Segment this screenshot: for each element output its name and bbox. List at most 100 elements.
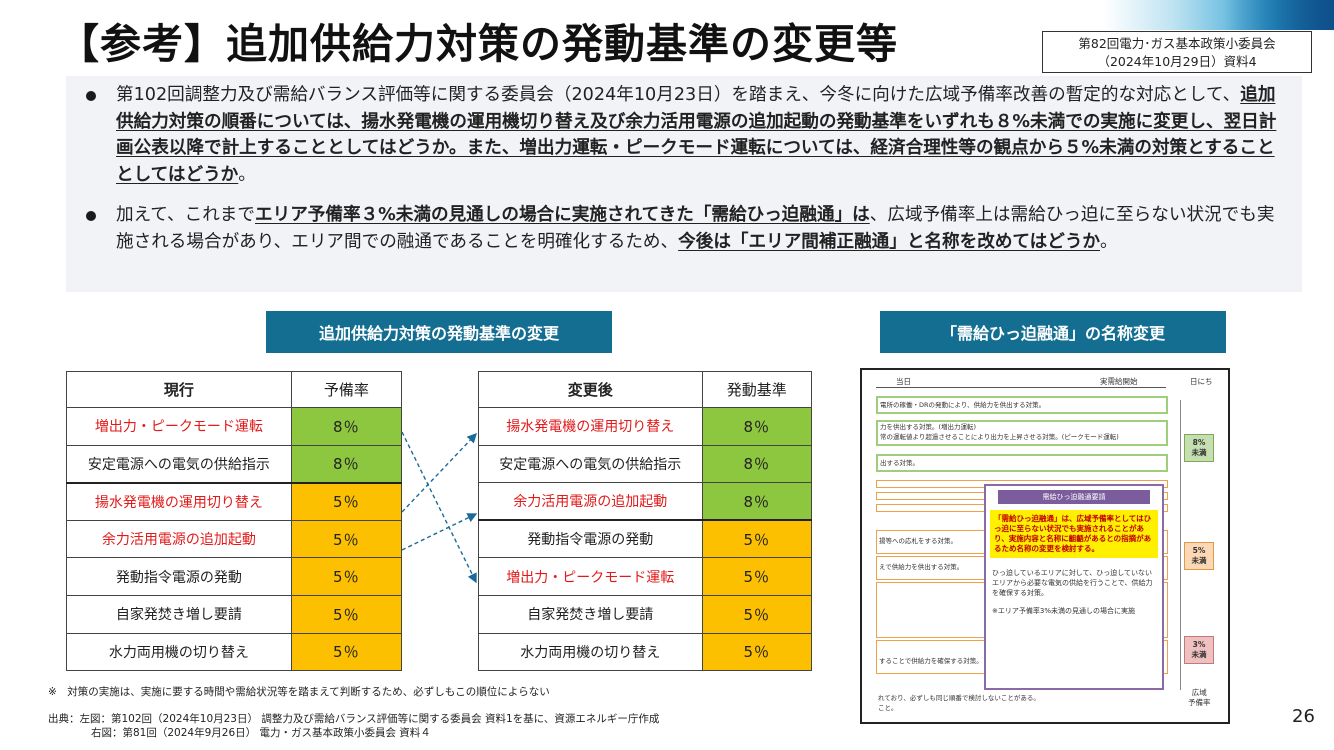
measure-value: 5％	[701, 632, 813, 672]
current-measures-table: 現行 予備率 増出力・ピークモード運転 8％ 安定電源への電気の供給指示 8％ …	[66, 371, 403, 672]
diagram-measure-box: 出する対策。	[876, 454, 1168, 472]
source-line2: 右図：第81回（2024年9月26日） 電力・ガス基本政策小委員会 資料４	[91, 727, 431, 739]
bullet2-pre: 加えて、これまで	[116, 205, 255, 225]
diagram-popup: 需給ひっ迫融通要請 「需給ひっ迫融通」は、広域予備率としてはひっ迫に至らない状況…	[984, 484, 1164, 690]
corner-decoration-dark	[1224, 0, 1334, 30]
measure-name: 水力両用機の切り替え	[478, 632, 703, 672]
meeting-reference-box: 第82回電力･ガス基本政策小委員会 （2024年10月29日）資料4	[1042, 31, 1312, 73]
measure-name: 揚水発電機の運用切り替え	[66, 481, 292, 521]
table-row: 揚水発電機の運用切り替え 8％	[478, 407, 813, 446]
diagram-measure-box: 力を供出する対策。(増出力運転) 常の運転値より超過させることにより出力を上昇さ…	[876, 420, 1168, 446]
diagram-measure-box: 電所の稼働・DRの発動により、供給力を供出する対策。	[876, 396, 1168, 414]
meeting-line1: 第82回電力･ガス基本政策小委員会	[1078, 36, 1276, 51]
table-row: 増出力・ピークモード運転 8％	[66, 407, 403, 446]
page-number: 26	[1292, 706, 1315, 727]
bullet1-bold: 追加供給力対策の順番については、揚水発電機の運用機切り替え及び余力活用電源の追加…	[116, 85, 1277, 185]
table-row: 水力両用機の切り替え 5％	[478, 632, 813, 672]
diagram-box-text: 力を供出する対策。(増出力運転)	[880, 423, 977, 431]
footnote: ※ 対策の実施は、実施に要する時間や需給状況等を踏まえて判断するため、必ずしもこ…	[48, 686, 550, 698]
diagram-timeline	[876, 387, 1166, 388]
tag-5pct: 5% 未満	[1184, 542, 1214, 570]
measure-value: 5％	[290, 594, 403, 634]
measure-value: 5％	[290, 481, 403, 521]
measure-name: 余力活用電源の追加起動	[66, 519, 292, 559]
popup-note: ※エリア予備率3%未満の見通しの場合に実施	[992, 607, 1135, 615]
measure-name: 増出力・ピークモード運転	[478, 557, 703, 596]
table-row: 余力活用電源の追加起動 8％	[478, 482, 813, 521]
bullet1-post: 。	[238, 164, 256, 185]
measure-name: 自家発焚き増し要請	[478, 594, 703, 634]
diagram-header-date: 日にち	[1190, 377, 1213, 386]
header-reserve-rate: 予備率	[290, 371, 403, 408]
arrow-pumped-up	[401, 432, 477, 513]
bullet2-bold1: エリア予備率３%未満の見通しの場合に実施されてきた「需給ひっ迫融通」は	[255, 205, 870, 225]
measure-name: 自家発焚き増し要請	[66, 594, 292, 634]
measure-name: 安定電源への電気の供給指示	[478, 444, 703, 484]
name-change-diagram: 当日 実需給開始 日にち 電所の稼働・DRの発動により、供給力を供出する対策。 …	[860, 368, 1230, 724]
section-label-name-change: 「需給ひっ迫融通」の名称変更	[880, 311, 1226, 353]
measure-name: 水力両用機の切り替え	[66, 632, 292, 672]
bullet-dot-icon	[86, 211, 96, 221]
table-row: 発動指令電源の発動 5％	[66, 557, 403, 596]
arrow-surplus-up	[401, 513, 478, 551]
bullet2-mid: 、広域予備率上は需給ひっ迫に至らない状況でも実施される場合があり、エリア間での融…	[116, 205, 1275, 252]
measure-value: 5％	[701, 557, 813, 596]
table-header-row: 現行 予備率	[66, 371, 403, 408]
table-row: 余力活用電源の追加起動 5％	[66, 519, 403, 559]
diagram-bottom-text2: こと。	[878, 704, 898, 712]
reorder-arrows	[401, 431, 478, 584]
measure-name: 揚水発電機の運用切り替え	[478, 407, 703, 446]
diagram-box-text: 常の運転値より超過させることにより出力を上昇させる対策。(ピークモード運転)	[880, 433, 1119, 441]
page-title: 【参考】追加供給力対策の発動基準の変更等	[58, 20, 898, 68]
measure-value: 5％	[290, 632, 403, 672]
measure-value: 8％	[290, 407, 403, 446]
table-row: 安定電源への電気の供給指示 8％	[66, 444, 403, 484]
table-row: 発動指令電源の発動 5％	[478, 519, 813, 559]
popup-highlight: 「需給ひっ迫融通」は、広域予備率としてはひっ迫に至らない状況でも実施されることが…	[990, 510, 1158, 558]
measure-name: 発動指令電源の発動	[66, 557, 292, 596]
measure-value: 5％	[290, 557, 403, 596]
measure-value: 5％	[290, 519, 403, 559]
table-row: 自家発焚き増し要請 5％	[66, 594, 403, 634]
popup-text: ひっ迫しているエリアに対して、ひっ迫していないエリアから必要な電気の供給を行うこ…	[992, 569, 1153, 597]
diagram-vertical-bracket	[1180, 400, 1181, 690]
bullet1-pre: 第102回調整力及び需給バランス評価等に関する委員会（2024年10月23日）を…	[116, 85, 1241, 105]
measure-name: 発動指令電源の発動	[478, 519, 703, 559]
arrow-peak-mode-down	[401, 431, 477, 584]
diagram-bottom-text: れており、必ずしも同じ順番で検討しないことがある。	[878, 694, 1040, 702]
measure-value: 8％	[701, 407, 813, 446]
summary-panel: 第102回調整力及び需給バランス評価等に関する委員会（2024年10月23日）を…	[66, 76, 1302, 292]
measure-value: 8％	[290, 444, 403, 484]
summary-bullet-2: 加えて、これまでエリア予備率３%未満の見通しの場合に実施されてきた「需給ひっ迫融…	[80, 202, 1288, 255]
diagram-header-today: 当日	[896, 377, 911, 386]
table-row: 自家発焚き増し要請 5％	[478, 594, 813, 634]
measure-name: 増出力・ピークモード運転	[66, 407, 292, 446]
measure-name: 余力活用電源の追加起動	[478, 482, 703, 521]
header-current: 現行	[66, 371, 292, 408]
section-label-criteria-change: 追加供給力対策の発動基準の変更	[266, 311, 612, 353]
table-row: 安定電源への電気の供給指示 8％	[478, 444, 813, 484]
meeting-line2: （2024年10月29日）資料4	[1097, 54, 1257, 69]
header-after-change: 変更後	[478, 371, 703, 408]
bullet-dot-icon	[86, 91, 96, 101]
popup-head: 需給ひっ迫融通要請	[998, 490, 1150, 504]
table-row: 増出力・ピークモード運転 5％	[478, 557, 813, 596]
tag-8pct: 8% 未満	[1184, 434, 1214, 462]
summary-bullet-1: 第102回調整力及び需給バランス評価等に関する委員会（2024年10月23日）を…	[80, 82, 1288, 188]
bullet2-post: 。	[1100, 231, 1118, 252]
table-row: 揚水発電機の運用切り替え 5％	[66, 481, 403, 521]
measure-value: 8％	[701, 444, 813, 484]
tag-3pct: 3% 未満	[1184, 636, 1214, 664]
diagram-wide-reserve-label: 広域 予備率	[1188, 688, 1211, 707]
table-header-row: 変更後 発動基準	[478, 371, 813, 408]
diagram-header-realtime: 実需給開始	[1100, 377, 1138, 386]
measure-value: 5％	[701, 594, 813, 634]
measure-value: 8％	[701, 482, 813, 521]
measure-value: 5％	[701, 519, 813, 559]
table-row: 水力両用機の切り替え 5％	[66, 632, 403, 672]
revised-measures-table: 変更後 発動基準 揚水発電機の運用切り替え 8％ 安定電源への電気の供給指示 8…	[478, 371, 813, 672]
bullet2-bold2: 今後は「エリア間補正融通」と名称を改めてはどうか	[678, 231, 1101, 252]
measure-name: 安定電源への電気の供給指示	[66, 444, 292, 484]
source-citation: 出典：左図：第102回（2024年10月23日） 調整力及び需給バランス評価等に…	[48, 712, 659, 740]
header-trigger-criteria: 発動基準	[701, 371, 813, 408]
